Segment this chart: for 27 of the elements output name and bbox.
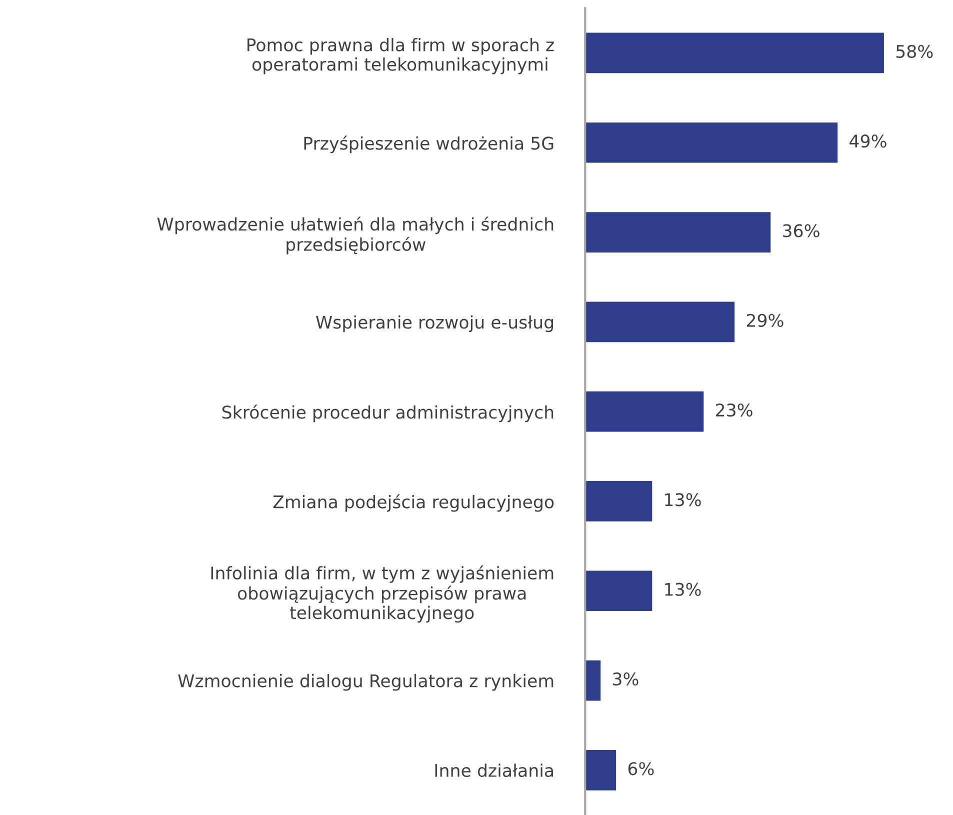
bar [585,660,601,701]
data-label: 36% [783,224,820,238]
bar [585,391,704,432]
data-label: 13% [665,493,701,506]
data-label: 49% [850,134,886,148]
y-tick-label: Wspieranie rozwoju e-usług [316,315,554,332]
data-label: 29% [746,314,784,327]
y-tick-label: Wprowadzenie ułatwień dla małych i średnich przedsiębiorców [157,216,554,254]
data-label: 58% [896,44,933,58]
y-tick-label: Zmiana podejścia regulacyjnego [273,494,554,512]
bar [585,570,652,612]
data-label: 23% [716,403,752,417]
bar [585,212,771,252]
y-tick-label: Pomoc prawna dla firm w sporach z operatorami telekomunikacyjnymi [248,38,554,74]
y-tick-label: Skrócenie procedur administracyjnych [222,404,554,422]
y-tick-label: Inne działania [435,764,554,778]
y-tick-label: Wzmocnienie dialogu Regulatora z rynkiem [178,674,554,691]
bar [585,750,616,790]
y-tick-label: Przyśpieszenie wdrożenia 5G [304,136,554,154]
bar [585,302,735,342]
bar [585,122,838,163]
data-label: 3% [613,672,638,686]
bar [585,481,652,522]
data-label: 6% [628,762,654,776]
data-label: 13% [665,582,701,596]
y-tick-label: Infolinia dla firm, w tym z wyjaśnieniem obowiązujących przepisów prawa telekomunikacyjnego [211,565,554,623]
bar [585,32,884,74]
